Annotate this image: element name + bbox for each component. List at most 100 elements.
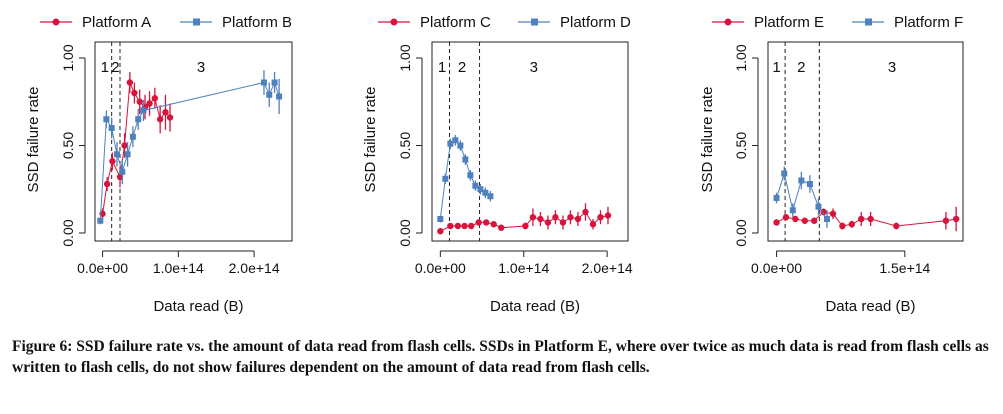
legend-label: Platform B [222, 14, 292, 31]
x-tick-label: 0.0e+00 [751, 260, 802, 276]
data-point [103, 116, 110, 123]
plot-frame [94, 41, 293, 242]
legend-platform-f: Platform F [852, 14, 963, 31]
figure-caption: Figure 6: SSD failure rate vs. the amoun… [12, 336, 997, 378]
legend-marker [865, 18, 872, 26]
series-platform-b [97, 70, 283, 225]
y-tick-label: 1.00 [60, 44, 76, 71]
data-point [442, 175, 449, 182]
data-point [574, 215, 582, 223]
data-point [848, 221, 856, 228]
data-point [522, 222, 529, 230]
data-point [437, 228, 444, 235]
data-point [806, 181, 813, 187]
caption-label: Figure 6: [12, 338, 73, 355]
series-platform-a [99, 72, 174, 219]
data-point [468, 222, 475, 230]
legend-marker [531, 18, 538, 26]
data-point [276, 93, 283, 100]
data-point [467, 172, 474, 179]
y-tick-label: 1.00 [733, 44, 749, 71]
data-point [472, 182, 479, 189]
data-point [544, 219, 552, 226]
region-label: 1 [101, 59, 109, 76]
data-point [457, 142, 464, 149]
y-axis-title: SSD failure rate [362, 87, 379, 193]
legend-marker [193, 18, 200, 26]
data-point [552, 214, 559, 221]
data-point [782, 214, 790, 221]
data-point [559, 219, 567, 226]
data-point [498, 224, 505, 231]
data-point [447, 140, 454, 147]
panel-1: 0.00 0.50 1.00 SSD failure rate 0.0e+00 1.0e+… [25, 14, 293, 315]
data-point [604, 212, 612, 219]
data-point [589, 221, 597, 228]
x-tick-label: 0.0e+00 [77, 260, 128, 276]
data-point [829, 210, 837, 217]
data-point [798, 177, 805, 184]
legend-label: Platform C [420, 14, 491, 31]
plot-frame [431, 41, 629, 242]
data-point [136, 98, 143, 105]
data-point [151, 95, 159, 102]
y-tick-label: 0.00 [733, 219, 749, 246]
legend-platform-c: Platform C [378, 14, 491, 31]
series-line [102, 82, 171, 214]
data-point [108, 125, 115, 131]
legend-platform-d: Platform D [518, 14, 631, 31]
region-label: 2 [458, 59, 466, 76]
data-point [781, 170, 788, 177]
y-tick-label: 0.50 [60, 132, 76, 159]
plot-frame [767, 41, 964, 242]
caption-text: SSD failure rate vs. the amount of data … [12, 338, 989, 376]
data-point [462, 156, 469, 163]
data-point [129, 133, 136, 140]
data-point [135, 116, 142, 123]
data-point [103, 180, 111, 188]
y-tick-label: 0.50 [733, 132, 749, 159]
data-point [109, 158, 116, 165]
series-platform-d [437, 135, 494, 223]
data-point [773, 195, 780, 201]
data-point [567, 214, 574, 221]
x-axis-title: Data read (B) [825, 298, 915, 315]
panel-2: 0.00 0.50 1.00 SSD failure rate 0.0e+00 1.0e+… [362, 14, 633, 315]
legend-label: Platform D [560, 14, 631, 31]
data-point [839, 222, 846, 230]
data-point [529, 214, 537, 221]
data-point [113, 151, 120, 158]
y-tick-label: 0.00 [60, 219, 76, 246]
data-point [858, 215, 865, 223]
x-axis-title: Data read (B) [490, 298, 580, 315]
data-point [597, 214, 604, 221]
data-point [121, 142, 128, 149]
data-point [952, 215, 960, 223]
data-point [801, 217, 808, 224]
region-label: 3 [530, 59, 538, 76]
data-point [447, 222, 454, 230]
data-point [482, 189, 489, 196]
data-point [942, 217, 950, 224]
data-point [271, 79, 278, 86]
region-label: 1 [438, 59, 446, 76]
legend-platform-b: Platform B [180, 14, 292, 31]
data-point [815, 203, 822, 210]
data-point [582, 208, 589, 216]
legend-platform-e: Platform E [712, 14, 824, 31]
legend-label: Platform A [82, 14, 151, 31]
data-point [454, 222, 462, 230]
data-point [166, 114, 174, 121]
series-platform-f [773, 166, 831, 228]
legend-platform-a: Platform A [40, 14, 151, 31]
y-tick-label: 0.00 [397, 219, 413, 246]
data-point [477, 186, 484, 193]
figure-canvas: 0.00 0.50 1.00 SSD failure rate 0.0e+00 1.0e+… [25, 14, 964, 315]
x-tick-label: 0.0e+00 [415, 260, 466, 276]
y-axis-title: SSD failure rate [699, 87, 716, 193]
data-point [461, 222, 468, 230]
data-point [490, 221, 497, 228]
data-point [452, 137, 459, 144]
data-point [810, 217, 818, 224]
series-platform-e [773, 206, 960, 232]
